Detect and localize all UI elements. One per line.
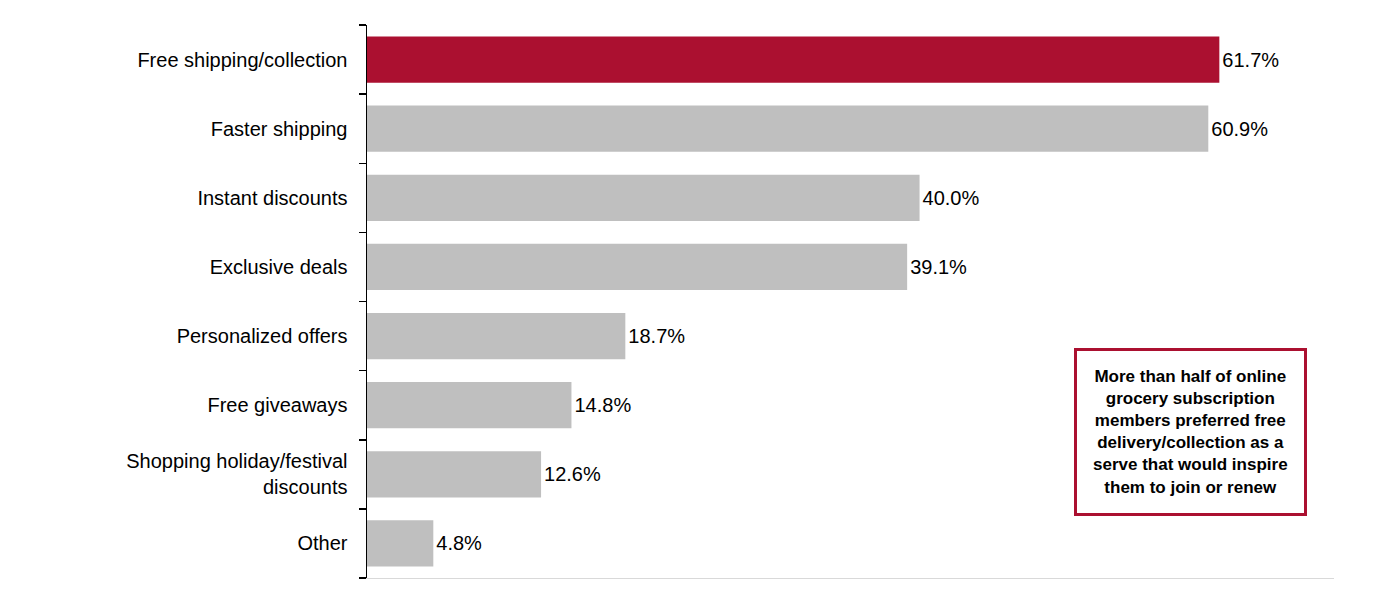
svg-text:Free giveaways: Free giveaways	[207, 394, 347, 416]
svg-text:Free shipping/collection: Free shipping/collection	[137, 49, 347, 71]
svg-text:Shopping holiday/festivaldisco: Shopping holiday/festivaldiscounts	[126, 450, 347, 498]
svg-text:61.7%: 61.7%	[1222, 49, 1279, 71]
svg-text:Personalized offers: Personalized offers	[177, 325, 348, 347]
svg-text:Instant discounts: Instant discounts	[197, 187, 347, 209]
svg-text:60.9%: 60.9%	[1211, 118, 1268, 140]
svg-text:Faster shipping: Faster shipping	[211, 118, 348, 140]
svg-text:39.1%: 39.1%	[910, 256, 967, 278]
svg-text:Other: Other	[297, 532, 347, 554]
svg-text:4.8%: 4.8%	[436, 532, 482, 554]
svg-text:12.6%: 12.6%	[544, 463, 601, 485]
svg-text:18.7%: 18.7%	[628, 325, 685, 347]
svg-text:14.8%: 14.8%	[574, 394, 631, 416]
svg-text:More than half of onlinegrocer: More than half of onlinegrocery subscrip…	[1093, 367, 1288, 497]
svg-text:40.0%: 40.0%	[923, 187, 980, 209]
svg-text:Exclusive deals: Exclusive deals	[210, 256, 348, 278]
